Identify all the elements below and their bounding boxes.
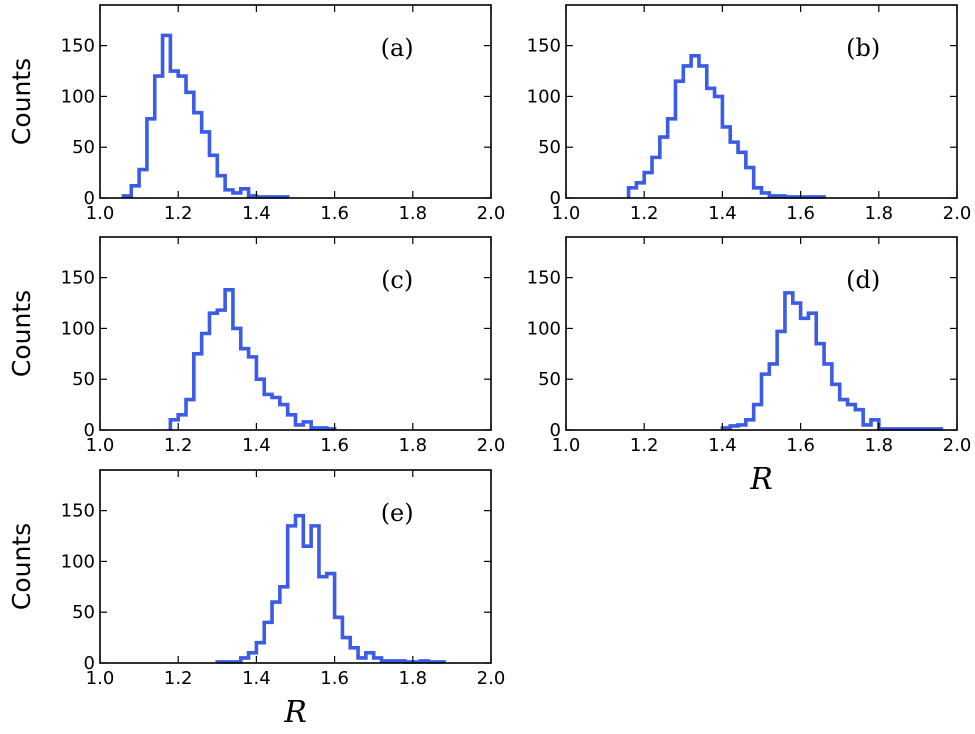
panel-label: (b)	[846, 34, 880, 62]
histogram-series	[121, 33, 290, 199]
x-tick-label: 2.0	[943, 435, 972, 456]
x-tick-label: 1.6	[320, 203, 349, 224]
histogram-panel: 1.0 1.2 1.4 1.6 1.8 2.0 0 50 100 150 (c) Counts	[7, 236, 506, 456]
y-tick-label: 50	[538, 137, 561, 158]
plot-frame	[99, 236, 492, 431]
y-tick-label: 50	[72, 137, 95, 158]
histogram-panel: 1.0 1.2 1.4 1.6 1.8 2.0 0 50 100 150 (a) Counts	[7, 4, 506, 224]
y-tick-label: 150	[527, 36, 561, 57]
x-tick-label: 2.0	[943, 203, 972, 224]
y-tick-label: 0	[550, 188, 561, 209]
y-tick-label: 100	[527, 318, 561, 339]
plot-frame	[99, 469, 492, 664]
x-tick-label: 1.6	[320, 435, 349, 456]
y-tick-label: 0	[84, 420, 95, 441]
panel-label: (a)	[381, 34, 414, 62]
y-axis-label: Counts	[7, 290, 36, 377]
x-tick-label: 1.6	[320, 668, 349, 689]
y-tick-label: 100	[61, 86, 95, 107]
x-tick-label: 1.6	[786, 435, 815, 456]
plot-frame	[99, 4, 492, 199]
histogram-panel: 1.0 1.2 1.4 1.6 1.8 2.0 0 50 100 150 (e) Counts R	[7, 469, 506, 730]
y-axis-label: Counts	[7, 58, 36, 145]
x-tick-label: 1.0	[552, 435, 581, 456]
y-tick-label: 100	[527, 86, 561, 107]
y-tick-label: 0	[550, 420, 561, 441]
x-tick-label: 1.4	[708, 435, 737, 456]
y-axis-label: Counts	[7, 523, 36, 610]
x-axis-label: R	[283, 695, 307, 730]
x-tick-label: 1.6	[786, 203, 815, 224]
panel-label: (d)	[846, 266, 880, 294]
y-tick-label: 50	[538, 369, 561, 390]
y-tick-label: 50	[72, 602, 95, 623]
y-tick-label: 150	[61, 36, 95, 57]
histogram-panel: 1.0 1.2 1.4 1.6 1.8 2.0 0 50 100 150 (b)	[527, 4, 972, 224]
panel-label: (c)	[381, 266, 413, 294]
x-tick-label: 2.0	[477, 668, 506, 689]
y-tick-label: 0	[84, 188, 95, 209]
x-tick-label: 1.2	[164, 668, 193, 689]
histogram-series	[215, 513, 446, 664]
plot-frame	[565, 236, 958, 431]
y-tick-label: 150	[527, 268, 561, 289]
x-tick-label: 2.0	[477, 435, 506, 456]
x-tick-label: 1.2	[164, 435, 193, 456]
x-tick-label: 1.8	[398, 668, 427, 689]
x-tick-label: 1.8	[864, 435, 893, 456]
histogram-series	[168, 288, 337, 431]
x-tick-label: 1.8	[398, 435, 427, 456]
y-tick-label: 100	[61, 318, 95, 339]
histogram-series	[720, 291, 944, 431]
x-tick-label: 1.0	[86, 435, 115, 456]
y-tick-label: 150	[61, 501, 95, 522]
y-tick-label: 50	[72, 369, 95, 390]
x-tick-label: 1.0	[86, 668, 115, 689]
x-tick-label: 1.4	[708, 203, 737, 224]
x-tick-label: 1.2	[164, 203, 193, 224]
x-tick-label: 1.4	[242, 203, 271, 224]
x-tick-label: 1.2	[630, 203, 659, 224]
y-tick-label: 150	[61, 268, 95, 289]
x-tick-label: 1.0	[86, 203, 115, 224]
x-tick-label: 1.8	[864, 203, 893, 224]
x-tick-label: 1.0	[552, 203, 581, 224]
x-tick-label: 1.4	[242, 668, 271, 689]
x-axis-label: R	[749, 462, 773, 497]
x-tick-label: 1.8	[398, 203, 427, 224]
plot-frame	[565, 4, 958, 199]
y-tick-label: 0	[84, 653, 95, 674]
histogram-panel: 1.0 1.2 1.4 1.6 1.8 2.0 0 50 100 150 (d) R	[527, 236, 972, 497]
histogram-series	[626, 53, 826, 199]
y-tick-label: 100	[61, 551, 95, 572]
panel-label: (e)	[381, 499, 414, 527]
x-tick-label: 1.2	[630, 435, 659, 456]
x-tick-label: 2.0	[477, 203, 506, 224]
x-tick-label: 1.4	[242, 435, 271, 456]
